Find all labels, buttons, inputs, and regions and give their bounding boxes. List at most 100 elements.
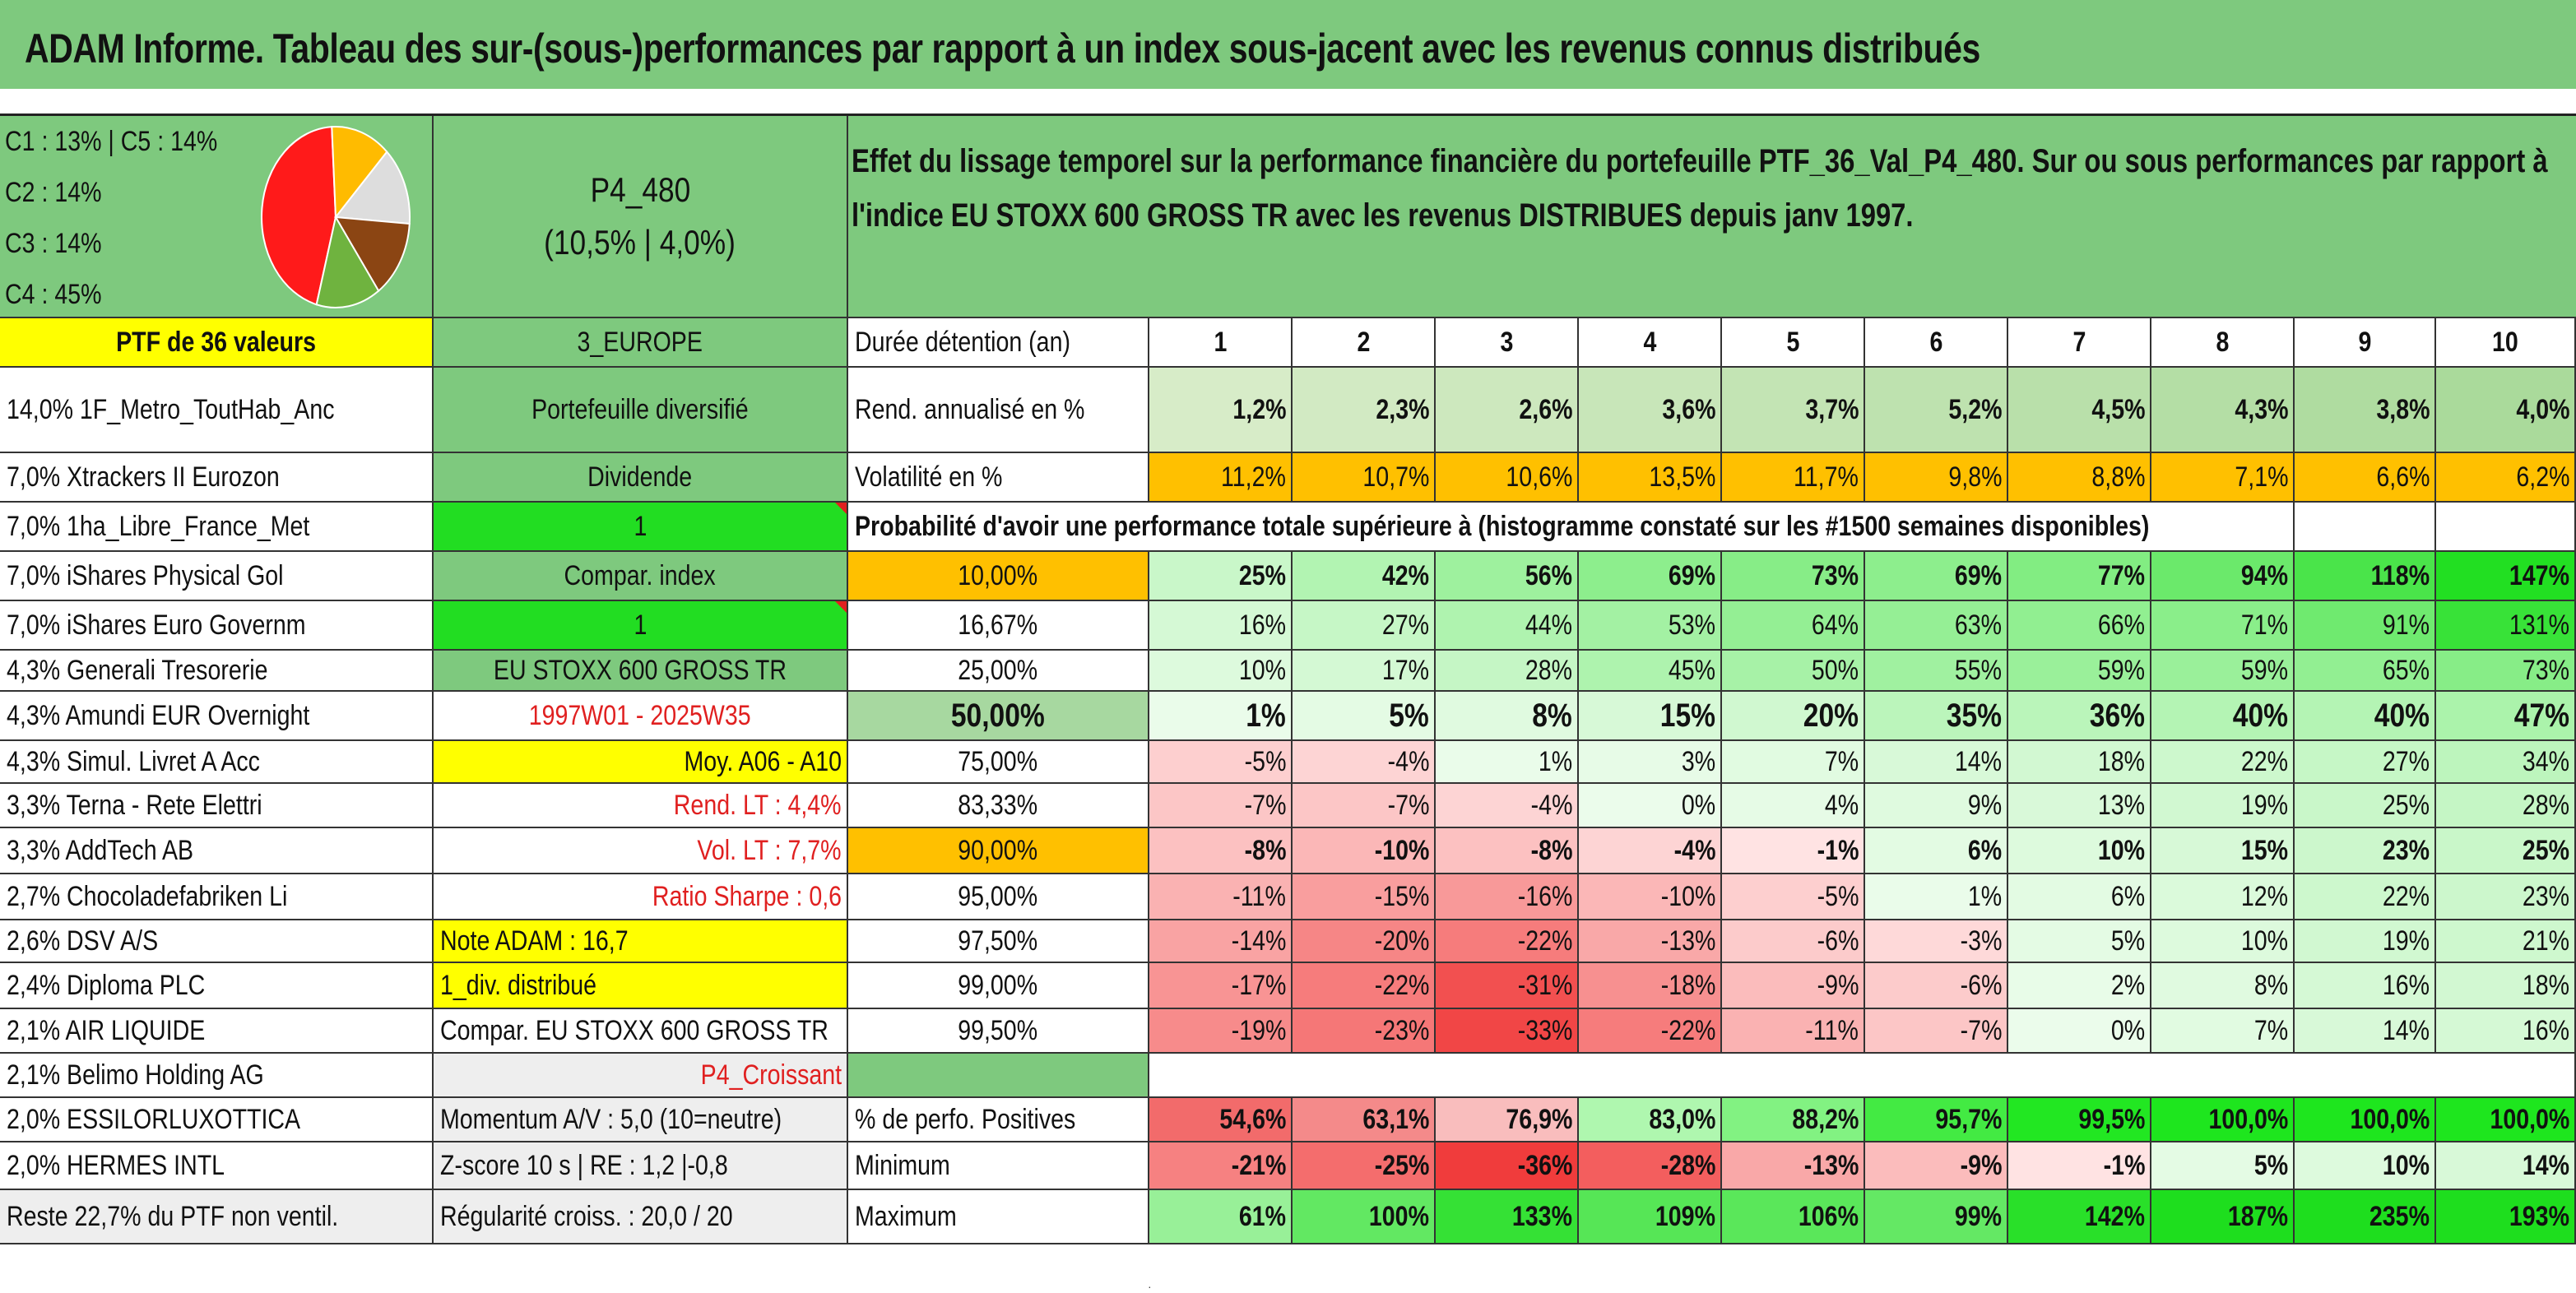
holding-row-text: 2,4% Diploma PLC [7, 969, 206, 1001]
probability-value: 13% [2008, 784, 2151, 828]
probability-value: 73% [2436, 651, 2576, 692]
flag-one: 1 [434, 601, 848, 651]
probability-value: 64% [1722, 601, 1865, 651]
dividend-label-text: Dividende [587, 461, 693, 493]
probability-value-text: 25% [2522, 834, 2569, 866]
probability-value: 40% [2295, 692, 2436, 741]
minimum-value-text: -9% [1960, 1149, 2002, 1181]
holding-row: 7,0% iShares Physical Gol [0, 552, 434, 601]
probability-value: 15% [1579, 692, 1722, 741]
probability-value-text: 47% [2513, 697, 2569, 734]
vol-value: 9,8% [1865, 453, 2008, 503]
year-header: 1 [1149, 318, 1293, 368]
probability-value-text: -11% [1805, 1014, 1859, 1046]
portfolio-type-text: Portefeuille diversifié [531, 393, 749, 425]
probability-value-text: 5% [2110, 925, 2145, 957]
holding-row-text: 14,0% 1F_Metro_ToutHab_Anc [7, 393, 335, 425]
probability-value-text: 44% [1525, 609, 1572, 641]
maximum-value-text: 142% [2084, 1200, 2145, 1232]
probability-value: 25% [2295, 784, 2436, 828]
minimum-value-text: 5% [2253, 1149, 2288, 1181]
probability-value-text: 77% [2097, 559, 2145, 591]
probability-value: 71% [2151, 601, 2295, 651]
probability-level-text: 83,33% [958, 789, 1038, 821]
year-header: 7 [2008, 318, 2151, 368]
rend-value: 2,3% [1293, 368, 1436, 453]
probability-value-text: -22% [1660, 1014, 1715, 1046]
positives-value-text: 100,0% [2208, 1103, 2288, 1135]
year-header: 2 [1293, 318, 1436, 368]
probability-value-text: 21% [2522, 925, 2569, 957]
positives-value: 88,2% [1722, 1098, 1865, 1142]
positives-value-text: 100,0% [2490, 1103, 2569, 1135]
probability-value: 22% [2151, 741, 2295, 784]
probability-value-text: 50% [1811, 654, 1859, 686]
probability-value: 14% [1865, 741, 2008, 784]
portfolio-code: P4_480 [590, 170, 690, 209]
compar-index-label-text: Compar. index [564, 559, 717, 591]
vol-value-text: 7,1% [2234, 461, 2288, 493]
vol-lt-label: Vol. LT : 7,7% [434, 828, 848, 874]
probability-value-text: -31% [1517, 969, 1572, 1001]
momentum-label-text: Momentum A/V : 5,0 (10=neutre) [440, 1103, 782, 1135]
pie-slice-c4 [261, 126, 337, 306]
probability-value-text: -10% [1374, 834, 1429, 866]
probability-value-text: 91% [2382, 609, 2430, 641]
probability-value-text: 7% [1824, 745, 1859, 777]
vol-value: 6,2% [2436, 453, 2576, 503]
probability-value-text: -19% [1231, 1014, 1286, 1046]
probability-value: -8% [1436, 828, 1579, 874]
probability-level-text: 97,50% [958, 925, 1038, 957]
allocation-pie-chart [261, 126, 411, 308]
probability-level: 97,50% [848, 920, 1149, 963]
year-header-text: 10 [2492, 326, 2518, 358]
probability-value-text: -15% [1374, 880, 1429, 912]
probability-value: 20% [1722, 692, 1865, 741]
probability-value-text: 28% [2522, 789, 2569, 821]
probability-value: 8% [2151, 963, 2295, 1009]
positives-value-text: 63,1% [1362, 1103, 1429, 1135]
probability-level: 50,00% [848, 692, 1149, 741]
probability-value-text: 1% [1967, 880, 2002, 912]
positives-label: % de perfo. Positives [848, 1098, 1149, 1142]
probability-level-text: 25,00% [958, 654, 1038, 686]
probability-value: -5% [1149, 741, 1293, 784]
momentum-label: Momentum A/V : 5,0 (10=neutre) [434, 1098, 848, 1142]
p4-label: P4_Croissant [434, 1054, 848, 1098]
div-label-text: 1_div. distribué [440, 969, 596, 1001]
probability-value-text: 23% [2522, 880, 2569, 912]
probability-value: 94% [2151, 552, 2295, 601]
probability-value: -18% [1579, 963, 1722, 1009]
holding-row-text: 2,1% Belimo Holding AG [7, 1059, 264, 1091]
positives-value: 63,1% [1293, 1098, 1436, 1142]
year-header-text: 7 [2072, 326, 2086, 358]
probability-value-text: -33% [1517, 1014, 1572, 1046]
probability-value: -19% [1149, 1009, 1293, 1054]
pie-legend-item: C4 : 45% [5, 279, 102, 310]
probability-value: -13% [1579, 920, 1722, 963]
index-name-text: EU STOXX 600 GROSS TR [493, 654, 787, 686]
probability-value: 36% [2008, 692, 2151, 741]
probability-value-text: 59% [2097, 654, 2145, 686]
probability-value: -10% [1293, 828, 1436, 874]
maximum-value-text: 235% [2369, 1200, 2430, 1232]
rend-label-text: Rend. annualisé en % [855, 393, 1085, 425]
probability-value-text: 9% [1967, 789, 2002, 821]
probability-value-text: -7% [1387, 789, 1429, 821]
probability-value: 40% [2151, 692, 2295, 741]
minimum-label-text: Minimum [855, 1149, 950, 1181]
vol-value-text: 6,6% [2375, 461, 2430, 493]
pie-slice-c5 [334, 151, 411, 225]
rend-value-text: 2,6% [1518, 393, 1572, 425]
probability-level: 90,00% [848, 828, 1149, 874]
holding-row-text: 4,3% Generali Tresorerie [7, 654, 268, 686]
maximum-value-text: 100% [1368, 1200, 1429, 1232]
probability-value-text: 63% [1954, 609, 2002, 641]
probability-value: -4% [1579, 828, 1722, 874]
maximum-value-text: 99% [1954, 1200, 2002, 1232]
probability-value: 16% [1149, 601, 1293, 651]
probability-value: 10% [2151, 920, 2295, 963]
probability-value: 47% [2436, 692, 2576, 741]
probability-value: 50% [1722, 651, 1865, 692]
probability-level-text: 90,00% [958, 834, 1038, 866]
